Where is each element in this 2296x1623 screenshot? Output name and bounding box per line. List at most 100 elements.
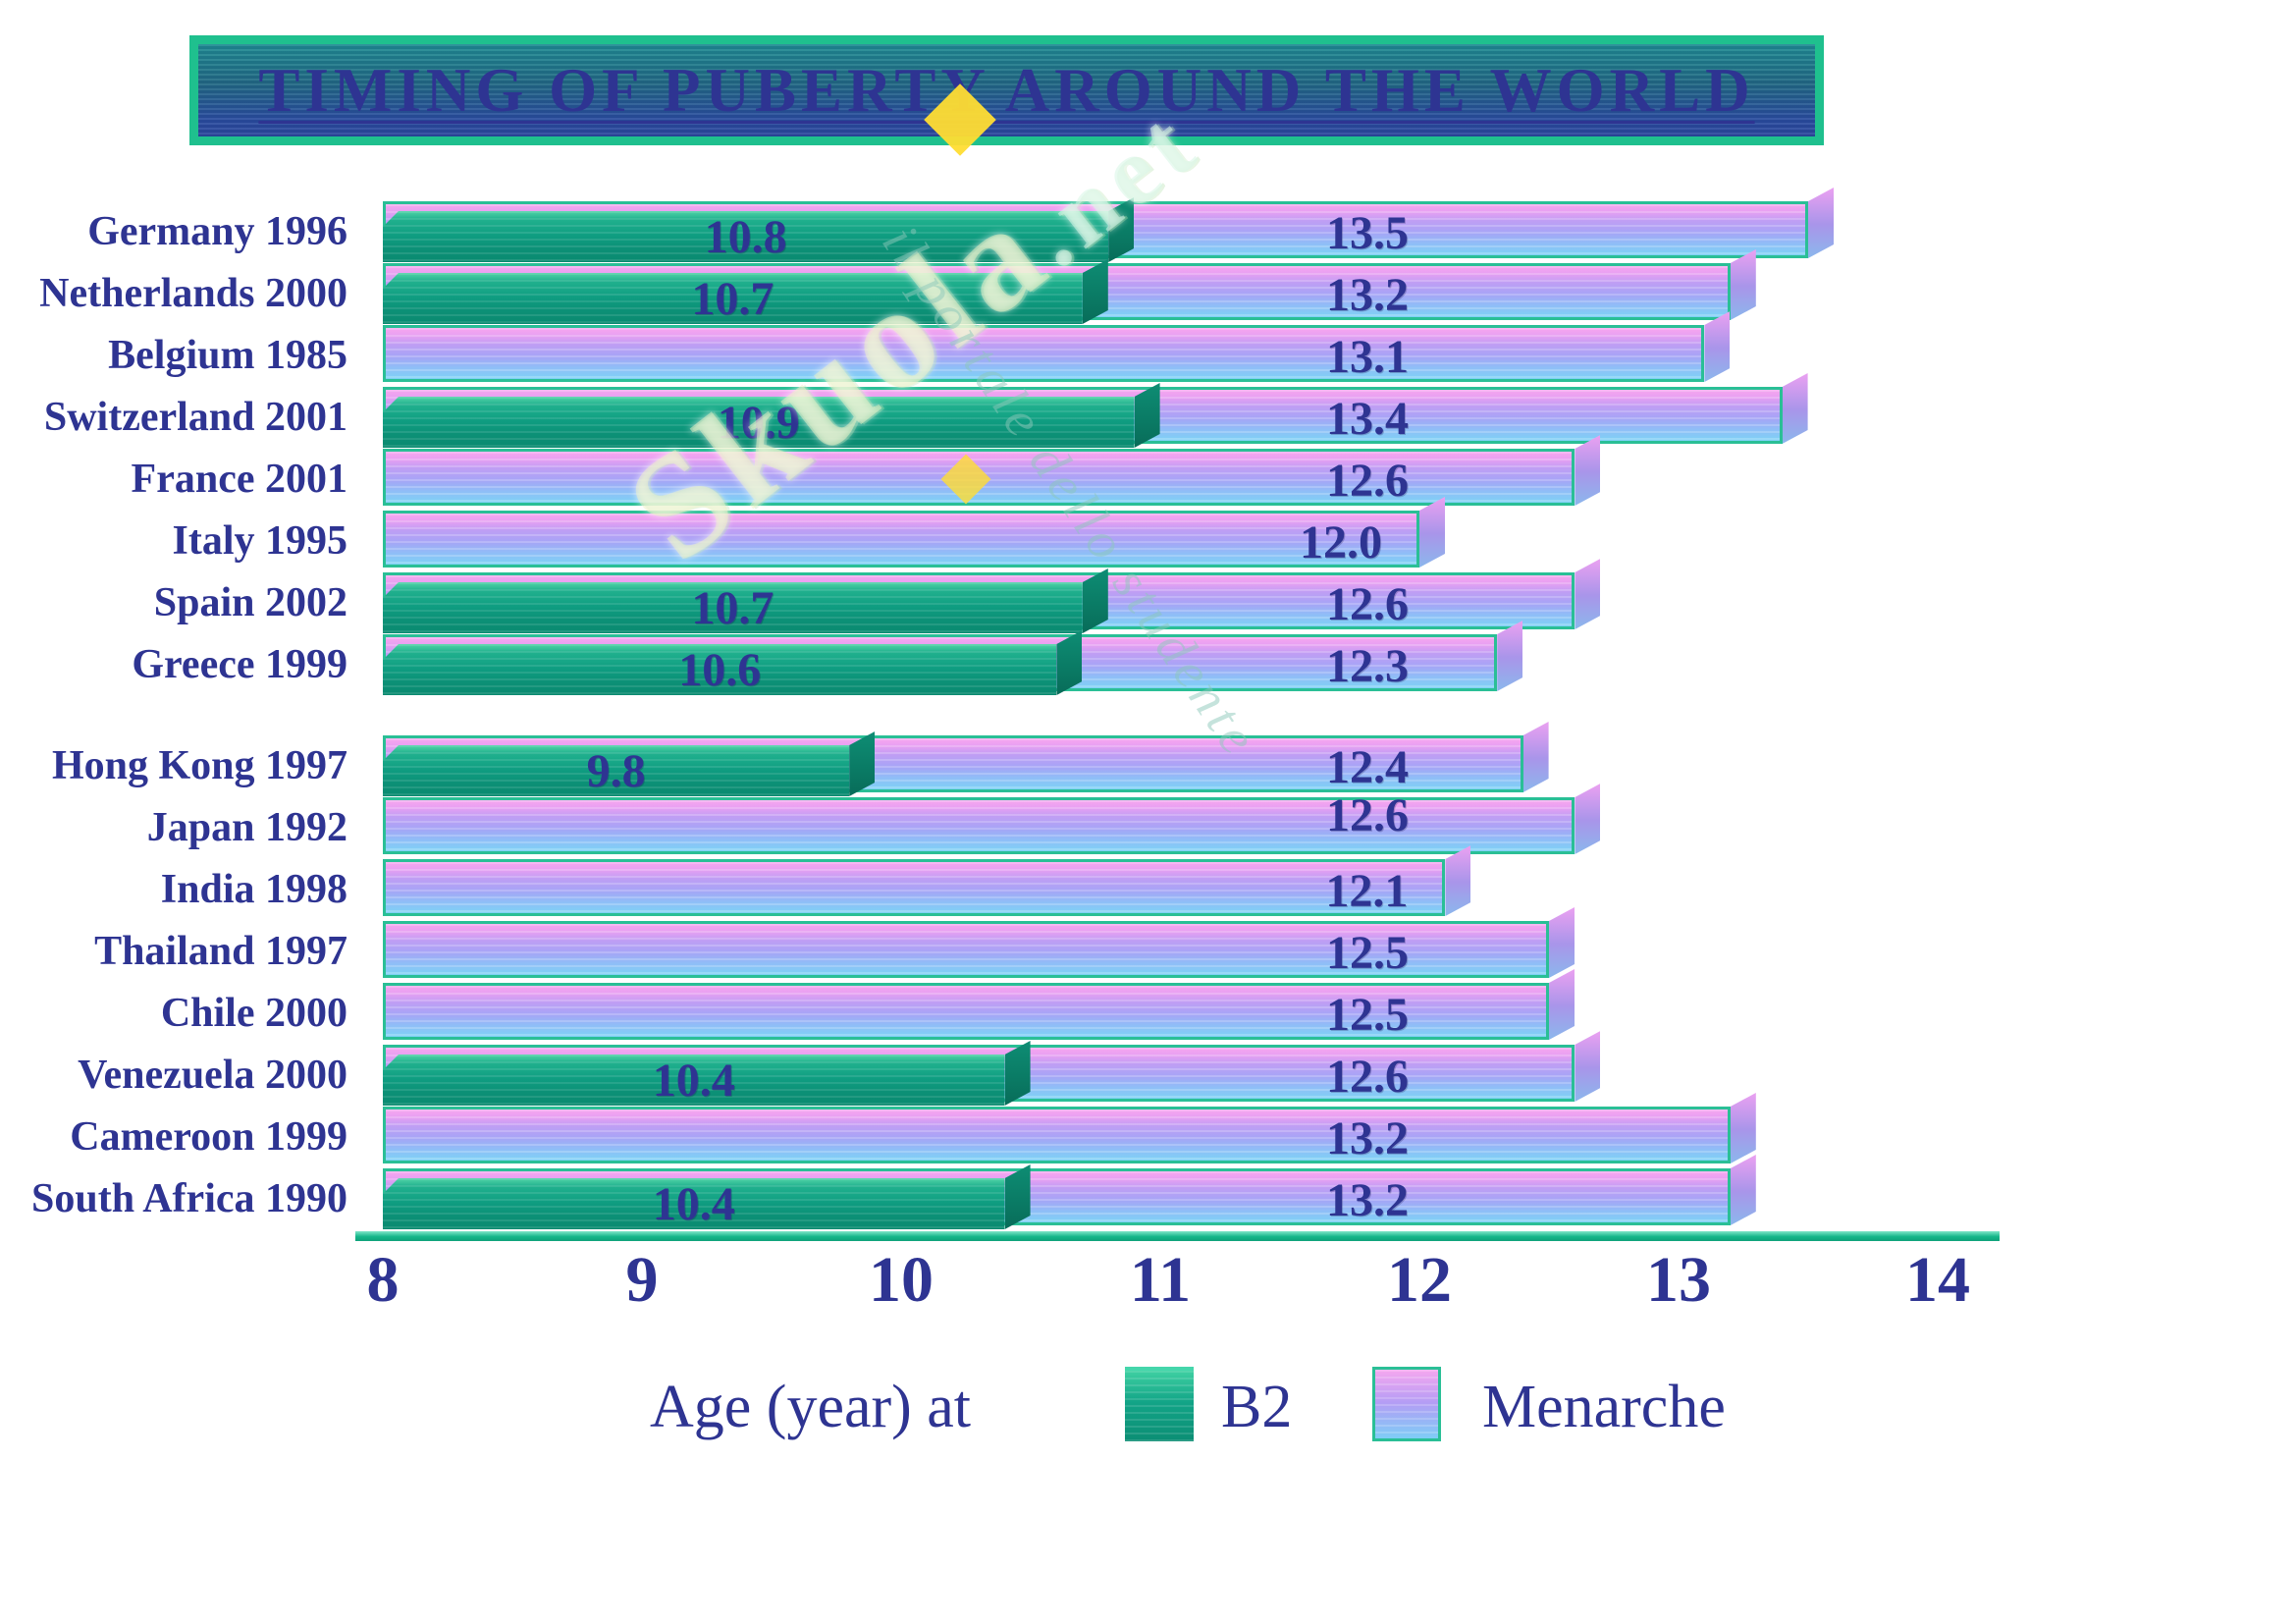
- menarche-bar-face: [383, 1107, 1731, 1163]
- menarche-value-label: 12.1: [1325, 865, 1409, 917]
- b2-bar: [383, 644, 1056, 695]
- b2-bar-face: [383, 1055, 1005, 1106]
- x-axis-label: Age (year) at: [650, 1374, 972, 1440]
- menarche-value-label: 13.1: [1326, 331, 1409, 383]
- b2-bar-face: [383, 1178, 1005, 1229]
- country-label: Switzerland 2001: [43, 395, 347, 440]
- x-axis-tick-label: 13: [1646, 1244, 1711, 1316]
- menarche-bar-face: [383, 511, 1419, 568]
- menarche-value-label: 12.3: [1326, 640, 1409, 692]
- chart-title-banner: TIMING OF PUBERTY AROUND THE WORLD: [189, 35, 1824, 145]
- b2-bar-face: [383, 582, 1083, 633]
- menarche-bar-face: [383, 921, 1549, 978]
- x-axis-tick-label: 11: [1129, 1244, 1192, 1316]
- menarche-bar-3d-cap: [1731, 1155, 1756, 1225]
- menarche-value-label: 12.6: [1326, 789, 1409, 841]
- country-label: South Africa 1990: [30, 1176, 347, 1221]
- b2-bar: [383, 397, 1135, 448]
- b2-value-label: 10.8: [704, 211, 787, 263]
- country-label: Belgium 1985: [108, 333, 347, 378]
- x-axis-tick-label: 10: [869, 1244, 934, 1316]
- menarche-value-label: 13.2: [1326, 1174, 1409, 1226]
- country-label: Cameroon 1999: [70, 1114, 347, 1160]
- menarche-value-label: 12.5: [1326, 989, 1409, 1041]
- menarche-bar: [383, 325, 1704, 382]
- menarche-bar-3d-cap: [1575, 1031, 1600, 1102]
- menarche-value-label: 13.4: [1326, 393, 1409, 445]
- menarche-bar-3d-cap: [1808, 188, 1834, 258]
- b2-value-label: 9.8: [586, 745, 646, 797]
- menarche-bar-3d-cap: [1523, 722, 1549, 792]
- menarche-bar-3d-cap: [1731, 249, 1756, 320]
- menarche-bar-3d-cap: [1445, 845, 1470, 916]
- b2-value-label: 10.4: [652, 1178, 735, 1230]
- b2-bar: [383, 273, 1083, 324]
- menarche-bar-3d-cap: [1497, 621, 1522, 691]
- legend-label-menarche: Menarche: [1482, 1374, 1726, 1440]
- menarche-bar-3d-cap: [1575, 784, 1600, 854]
- menarche-bar-3d-cap: [1783, 373, 1808, 444]
- menarche-bar-face: [383, 797, 1575, 854]
- country-label: Netherlands 2000: [39, 271, 347, 316]
- legend-swatch-b2: [1125, 1367, 1194, 1441]
- menarche-value-label: 12.6: [1326, 1051, 1409, 1103]
- country-label: Greece 1999: [132, 642, 347, 687]
- menarche-bar-3d-cap: [1549, 969, 1575, 1040]
- menarche-bar: [383, 511, 1419, 568]
- menarche-value-label: 13.2: [1326, 269, 1409, 321]
- b2-value-label: 10.4: [652, 1055, 735, 1107]
- x-axis-tick-label: 14: [1905, 1244, 1970, 1316]
- x-axis-tick-label: 12: [1387, 1244, 1452, 1316]
- page-title: TIMING OF PUBERTY AROUND THE WORLD: [258, 55, 1755, 125]
- menarche-value-label: 13.5: [1326, 207, 1409, 259]
- menarche-bar-3d-cap: [1419, 497, 1445, 568]
- country-label: Japan 1992: [146, 805, 347, 850]
- b2-bar: [383, 1178, 1005, 1229]
- menarche-bar-face: [383, 859, 1446, 916]
- x-axis-line: [355, 1231, 2000, 1241]
- b2-bar: [383, 1055, 1005, 1106]
- menarche-value-label: 12.5: [1326, 927, 1409, 979]
- b2-value-label: 10.7: [691, 273, 774, 325]
- b2-bar-face: [383, 273, 1083, 324]
- b2-value-label: 10.7: [691, 582, 774, 634]
- b2-bar-face: [383, 397, 1135, 448]
- x-axis-tick-label: 9: [625, 1244, 659, 1316]
- menarche-bar-3d-cap: [1575, 559, 1600, 629]
- menarche-value-label: 12.0: [1300, 516, 1382, 568]
- menarche-bar: [383, 797, 1575, 854]
- b2-value-label: 10.9: [717, 397, 800, 449]
- country-label: Italy 1995: [172, 518, 348, 564]
- menarche-bar: [383, 983, 1549, 1040]
- b2-value-label: 10.6: [678, 644, 762, 696]
- country-label: Spain 2002: [153, 580, 347, 625]
- menarche-bar-face: [383, 325, 1705, 382]
- menarche-value-label: 12.6: [1326, 455, 1409, 507]
- menarche-bar: [383, 921, 1549, 978]
- b2-bar-face: [383, 745, 850, 796]
- country-label: India 1998: [160, 867, 347, 912]
- country-label: Hong Kong 1997: [51, 743, 347, 788]
- country-label: France 2001: [131, 457, 347, 502]
- menarche-bar-3d-cap: [1575, 435, 1600, 506]
- country-label: Chile 2000: [160, 991, 347, 1036]
- country-label: Germany 1996: [87, 209, 347, 254]
- b2-bar: [383, 211, 1108, 262]
- menarche-bar-3d-cap: [1704, 311, 1730, 382]
- b2-bar: [383, 745, 849, 796]
- b2-bar: [383, 582, 1083, 633]
- menarche-bar-face: [383, 983, 1549, 1040]
- menarche-bar-3d-cap: [1731, 1093, 1756, 1163]
- country-label: Thailand 1997: [94, 929, 347, 974]
- menarche-bar: [383, 1107, 1731, 1163]
- x-axis-tick-label: 8: [366, 1244, 400, 1316]
- legend-swatch-menarche: [1372, 1367, 1441, 1441]
- menarche-value-label: 12.4: [1326, 741, 1409, 793]
- b2-bar-face: [383, 211, 1109, 262]
- menarche-bar-3d-cap: [1549, 907, 1575, 978]
- b2-bar-face: [383, 644, 1057, 695]
- menarche-value-label: 12.6: [1326, 578, 1409, 630]
- legend-label-b2: B2: [1221, 1374, 1293, 1440]
- menarche-value-label: 13.2: [1326, 1112, 1409, 1164]
